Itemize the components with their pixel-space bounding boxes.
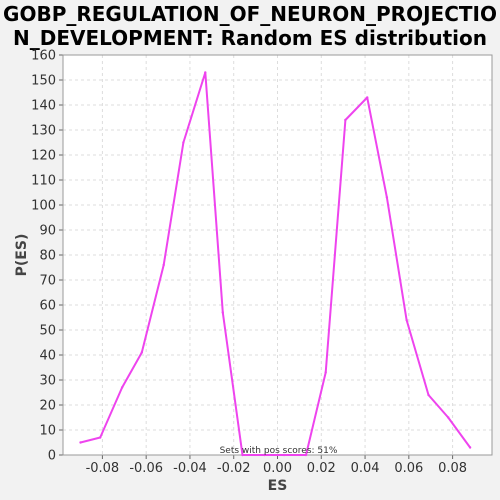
data-point [366, 96, 369, 99]
data-point [304, 453, 308, 457]
data-point [162, 263, 165, 267]
data-point [99, 436, 102, 439]
grid [63, 54, 492, 456]
y-tick-label: 150 [31, 74, 56, 89]
data-point [140, 351, 143, 354]
y-tick-label: 140 [31, 99, 56, 114]
x-tick-label: -0.06 [129, 461, 163, 476]
y-tick-label: 60 [39, 299, 56, 314]
y-tick-label: 110 [31, 174, 56, 189]
x-tick-label: 0.08 [438, 461, 467, 476]
chart-title-line-2: N_DEVELOPMENT: Random ES distribution [13, 26, 487, 50]
data-point [120, 386, 124, 389]
data-point [204, 71, 207, 74]
data-point [468, 446, 472, 449]
y-tick-label: 80 [39, 249, 56, 264]
x-tick-label: -0.04 [173, 461, 207, 476]
y-tick-label: 10 [39, 424, 56, 439]
data-point [427, 393, 430, 397]
y-tick-label: 20 [39, 399, 56, 414]
x-tick-label: 0.04 [351, 461, 380, 476]
data-point [282, 453, 286, 457]
x-axis-title: ES [268, 478, 288, 494]
x-tick-label: 0.00 [263, 461, 292, 476]
chart-title: GOBP_REGULATION_OF_NEURON_PROJECTIO N_DE… [0, 2, 500, 50]
y-tick-label: 160 [31, 49, 56, 64]
y-tick-label: 90 [39, 224, 56, 239]
x-tick-label: -0.08 [86, 461, 120, 476]
y-tick-label: 130 [31, 124, 56, 139]
chart-title-line-1: GOBP_REGULATION_OF_NEURON_PROJECTIO [3, 2, 497, 26]
data-point [221, 311, 224, 314]
x-tick-label: 0.02 [307, 461, 336, 476]
data-point [241, 453, 244, 457]
data-point [182, 141, 185, 144]
data-point [405, 318, 408, 322]
annotation: Sets with pos scores: 51% [220, 446, 338, 456]
data-point [79, 441, 82, 444]
series-line [80, 71, 471, 456]
y-axis-title: P(ES) [14, 234, 30, 277]
y-tick-label: 30 [39, 374, 56, 389]
data-point [263, 453, 266, 457]
y-tick-label: 0 [48, 449, 56, 464]
series-layer [79, 71, 472, 457]
y-tick-label: 120 [31, 149, 56, 164]
data-point [344, 118, 347, 122]
axes: 0 10 20 30 40 50 60 70 80 90 100 110 120 130 140 150 160… [31, 49, 493, 476]
y-tick-label: 70 [39, 274, 56, 289]
x-tick-label: -0.02 [217, 461, 251, 476]
data-point [447, 416, 450, 419]
y-tick-label: 100 [31, 199, 56, 214]
y-tick-label: 50 [39, 324, 56, 339]
y-tick-label: 40 [39, 349, 56, 364]
data-point [324, 371, 327, 374]
x-tick-label: 0.06 [394, 461, 423, 476]
data-point [385, 196, 389, 199]
